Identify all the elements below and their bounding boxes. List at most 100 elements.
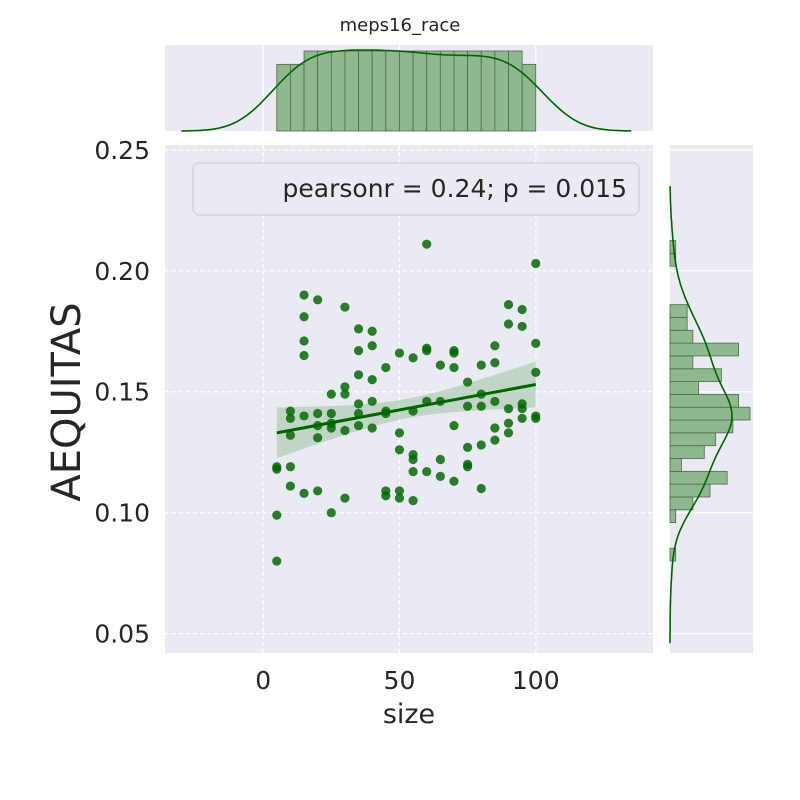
scatter-point <box>449 346 459 356</box>
marginal-x-kde-curve <box>181 49 632 132</box>
scatter-point <box>408 466 418 477</box>
scatter-point <box>422 466 432 477</box>
y-tick-label: 0.10 <box>94 499 150 528</box>
scatter-point <box>449 421 459 431</box>
scatter-point <box>313 433 323 443</box>
scatter-point <box>463 377 473 387</box>
x-tick-label: 100 <box>512 666 560 695</box>
scatter-point <box>367 396 377 407</box>
scatter-point <box>449 362 459 373</box>
scatter-point <box>381 362 391 373</box>
scatter-point <box>326 508 336 518</box>
marginal-y-panel <box>669 145 753 653</box>
scatter-point <box>517 413 527 423</box>
marginal-y-bar <box>669 406 751 421</box>
scatter-point <box>531 338 541 348</box>
scatter-point <box>299 488 309 498</box>
scatter-point <box>299 350 309 361</box>
scatter-point <box>435 471 445 482</box>
y-tick-label: 0.20 <box>94 257 150 286</box>
marginal-x-panel <box>165 45 653 132</box>
marginal-y-bar <box>669 432 717 447</box>
scatter-point <box>272 462 282 472</box>
marginal-x-bar <box>426 50 441 132</box>
scatter-point <box>340 493 350 503</box>
x-tick-label: 0 <box>255 666 271 695</box>
marginal-y-bar <box>669 355 694 370</box>
scatter-point <box>408 450 418 460</box>
scatter-point <box>299 312 309 322</box>
marginal-y-bar <box>669 394 739 408</box>
scatter-point <box>285 481 296 491</box>
y-tick-label: 0.15 <box>94 378 150 407</box>
marginal-x-bar <box>317 50 332 132</box>
x-axis-label: size <box>383 699 435 730</box>
scatter-point <box>531 367 541 377</box>
scatter-point <box>476 483 486 494</box>
scatter-point <box>490 435 500 445</box>
marginal-x-bar <box>480 50 496 132</box>
scatter-point <box>394 493 405 503</box>
scatter-point <box>340 302 350 312</box>
marginal-y-bar <box>669 329 694 344</box>
scatter-point <box>313 408 323 419</box>
scatter-point <box>435 360 445 370</box>
scatter-point <box>435 454 445 465</box>
scatter-point <box>313 295 323 305</box>
x-tick-labels: 0 50 100 <box>255 666 559 695</box>
scatter-point <box>367 341 377 351</box>
scatter-point <box>449 476 459 486</box>
scatter-point <box>285 430 296 440</box>
marginal-y-bar <box>669 368 722 382</box>
marginal-x-bar <box>399 50 414 132</box>
regression-line <box>276 383 537 435</box>
y-tick-label: 0.05 <box>94 620 150 649</box>
scatter-point <box>285 462 296 472</box>
scatter-point <box>367 375 377 385</box>
scatter-point <box>340 425 350 436</box>
scatter-point <box>490 423 500 433</box>
scatter-point <box>531 411 541 421</box>
scatter-point <box>326 408 336 419</box>
chart-title: meps16_race <box>340 15 461 36</box>
main-plot-panel: 0 50 100 0.05 0.10 0.15 0.20 0.25 <box>94 136 653 695</box>
marginal-y-bar <box>669 458 682 472</box>
pearsonr-annotation: pearsonr = 0.24; p = 0.015 <box>283 174 627 203</box>
marginal-x-bar <box>467 50 482 132</box>
marginal-y-bar <box>669 470 728 485</box>
marginal-y-bar <box>669 496 694 511</box>
scatter-point <box>408 496 418 506</box>
marginal-x-bar <box>290 63 305 132</box>
scatter-point <box>340 382 350 392</box>
marginal-y-kde-curve <box>669 186 733 644</box>
scatter-point <box>326 389 336 399</box>
marginal-y-bar <box>669 304 688 318</box>
scatter-point <box>422 343 432 353</box>
scatter-point <box>394 348 405 358</box>
marginal-x-bar <box>371 50 387 132</box>
marginal-x-bar <box>508 50 523 132</box>
marginal-x-bar <box>344 50 359 132</box>
scatter-point <box>285 413 296 423</box>
marginal-x-bar <box>330 50 346 132</box>
scatter-point <box>353 324 364 334</box>
scatter-point <box>463 401 473 411</box>
scatter-point <box>476 440 486 450</box>
main-gridlines <box>165 145 653 653</box>
scatter-point <box>299 290 309 300</box>
scatter-point <box>490 358 500 368</box>
marginal-x-bar <box>358 50 373 132</box>
scatter-point <box>394 486 405 496</box>
scatter-point <box>503 300 514 310</box>
marginal-y-bar <box>669 381 699 395</box>
y-tick-labels: 0.05 0.10 0.15 0.20 0.25 <box>94 136 150 649</box>
scatter-point <box>353 421 364 431</box>
annotation-box-frame <box>192 162 640 216</box>
scatter-point <box>476 360 486 370</box>
scatter-point <box>517 399 527 409</box>
scatter-point <box>272 510 282 520</box>
scatter-point <box>503 404 514 414</box>
marginal-x-bar <box>453 50 469 132</box>
